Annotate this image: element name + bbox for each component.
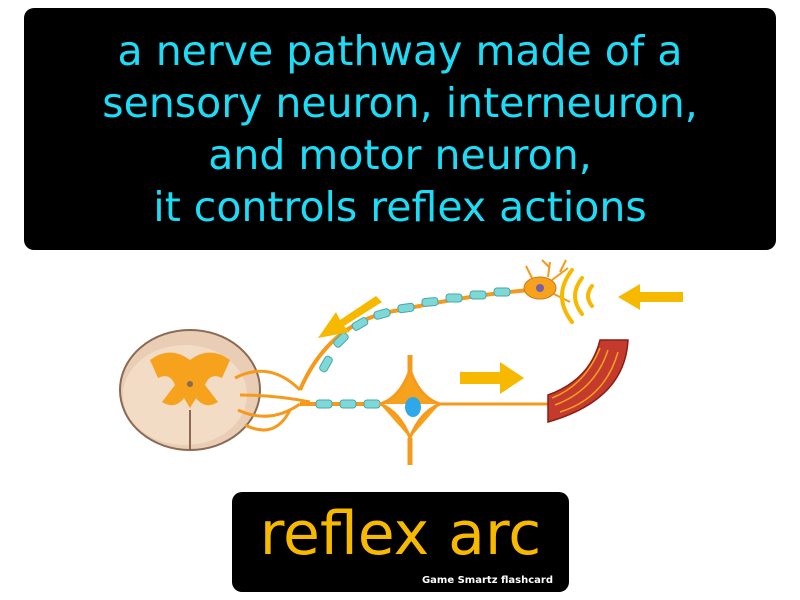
motor-neuron-icon bbox=[300, 355, 560, 465]
reflex-arc-illustration bbox=[119, 259, 683, 465]
definition-line-4: it controls reflex actions bbox=[153, 183, 647, 231]
muscle-icon bbox=[547, 339, 629, 423]
term-title: reflex arc bbox=[259, 499, 542, 569]
definition-panel: a nerve pathway made of a sensory neuron… bbox=[24, 8, 776, 250]
arrow-down-left-icon bbox=[318, 296, 382, 338]
nerve-root-icon bbox=[234, 369, 311, 432]
definition-line-1: a nerve pathway made of a bbox=[117, 27, 683, 75]
spinal-cord-icon bbox=[119, 329, 261, 451]
definition-line-2: sensory neuron, interneuron, bbox=[102, 79, 698, 127]
sensory-neuron-icon bbox=[298, 259, 571, 391]
arrow-left-top-icon bbox=[618, 284, 683, 310]
brand-label: Game Smartz flashcard bbox=[421, 575, 553, 586]
stimulus-waves-icon bbox=[560, 268, 594, 324]
term-panel: reflex arc Game Smartz flashcard bbox=[232, 492, 569, 592]
arrow-right-icon bbox=[460, 362, 524, 394]
definition-line-3: and motor neuron, bbox=[208, 131, 592, 179]
